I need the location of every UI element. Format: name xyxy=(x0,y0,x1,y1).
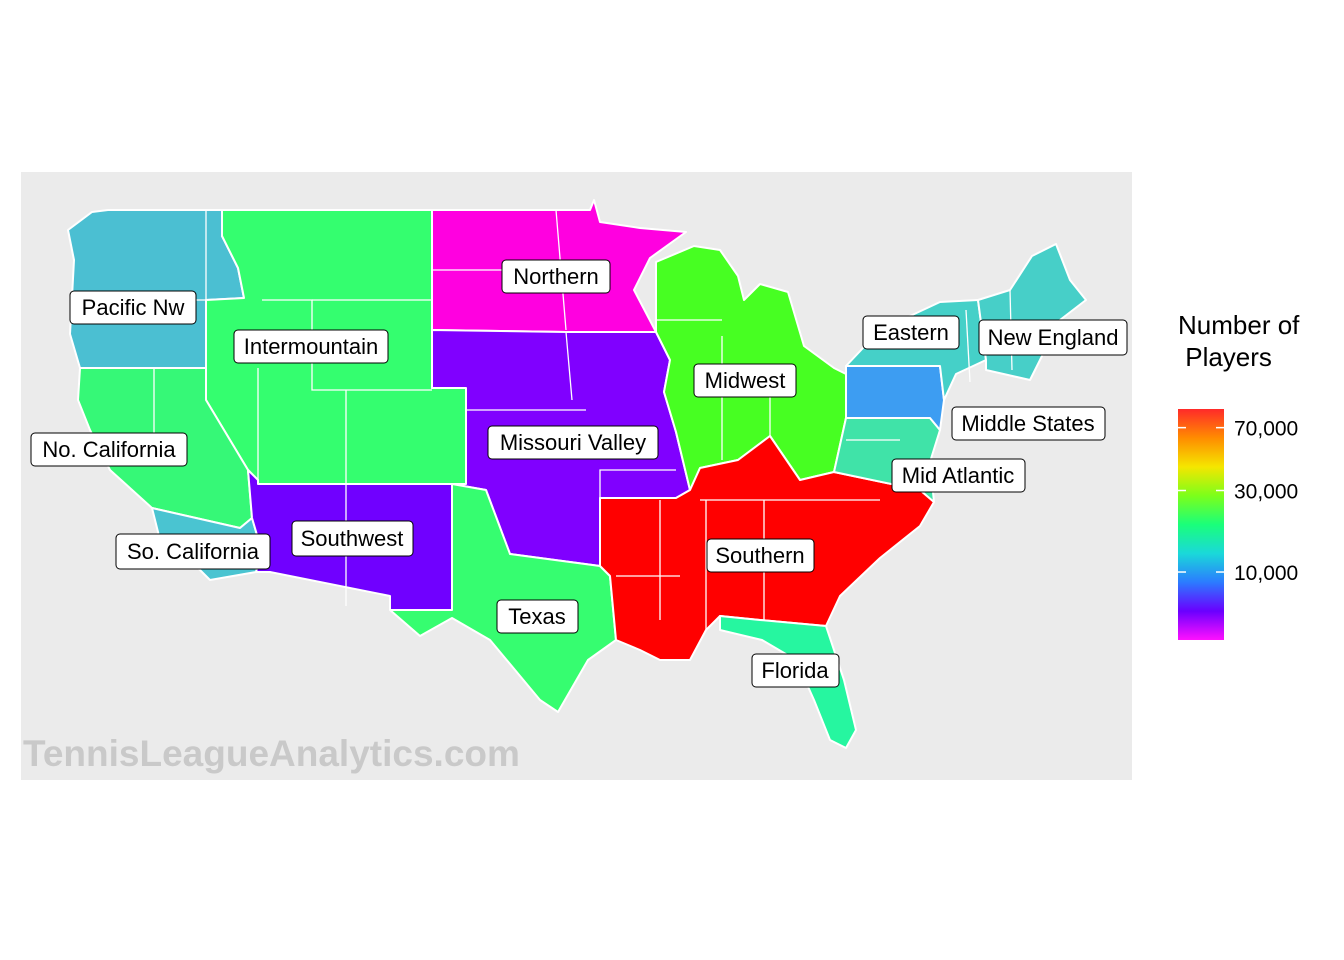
svg-text:New England: New England xyxy=(988,325,1119,350)
legend-colorbar xyxy=(1178,409,1224,640)
label-middle-states: Middle States xyxy=(951,406,1106,441)
legend-title-line1: Number of xyxy=(1178,310,1300,340)
label-so-california: So. California xyxy=(115,533,271,570)
label-northern: Northern xyxy=(501,259,611,294)
label-florida: Florida xyxy=(751,653,840,688)
legend-tick-label: 30,000 xyxy=(1234,481,1298,504)
svg-text:Texas: Texas xyxy=(508,604,565,629)
label-southern: Southern xyxy=(706,538,815,573)
legend-ticks: 70,000 30,000 10,000 xyxy=(1178,418,1298,585)
label-southwest: Southwest xyxy=(291,520,414,557)
svg-text:No. California: No. California xyxy=(42,437,176,462)
svg-text:Florida: Florida xyxy=(761,658,829,683)
legend-title-line2: Players xyxy=(1178,342,1272,372)
svg-text:Midwest: Midwest xyxy=(705,368,786,393)
legend-tick-label: 10,000 xyxy=(1234,562,1298,585)
svg-text:Middle States: Middle States xyxy=(961,411,1094,436)
legend: Number of Players 70,000 30,000 10,000 xyxy=(1178,310,1300,640)
label-new-england: New England xyxy=(978,319,1128,356)
svg-text:Eastern: Eastern xyxy=(873,320,949,345)
svg-text:Southwest: Southwest xyxy=(301,526,404,551)
label-eastern: Eastern xyxy=(862,315,960,350)
svg-text:Mid Atlantic: Mid Atlantic xyxy=(902,463,1015,488)
label-midwest: Midwest xyxy=(693,363,797,398)
region-labels: Pacific Nw Intermountain Northern Missou… xyxy=(30,259,1128,688)
region-texas xyxy=(389,483,617,713)
watermark-text: TennisLeagueAnalytics.com xyxy=(23,733,520,774)
label-intermountain: Intermountain xyxy=(233,329,389,364)
legend-tick-label: 70,000 xyxy=(1234,418,1298,441)
region-florida xyxy=(719,615,857,749)
svg-text:So. California: So. California xyxy=(127,539,260,564)
svg-text:Pacific Nw: Pacific Nw xyxy=(82,295,185,320)
svg-text:Missouri Valley: Missouri Valley xyxy=(500,430,646,455)
label-pacific-nw: Pacific Nw xyxy=(69,290,197,325)
label-texas: Texas xyxy=(496,599,579,634)
label-mid-atlantic: Mid Atlantic xyxy=(891,458,1026,493)
svg-text:Intermountain: Intermountain xyxy=(244,334,379,359)
label-missouri-valley: Missouri Valley xyxy=(487,425,659,460)
svg-text:Southern: Southern xyxy=(715,543,804,568)
label-no-california: No. California xyxy=(30,432,188,467)
svg-text:Northern: Northern xyxy=(513,264,599,289)
